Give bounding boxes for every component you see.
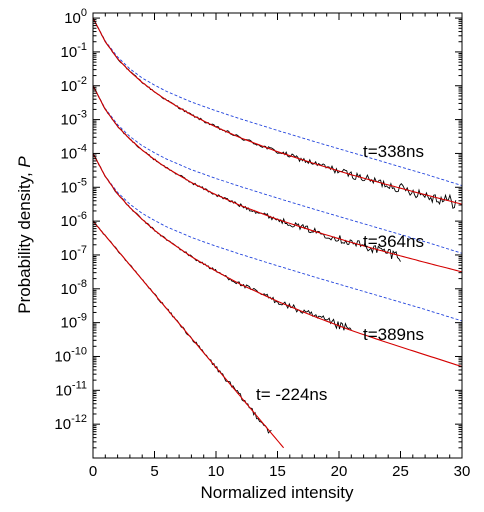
x-axis-title: Normalized intensity [200,483,354,502]
y-tick-label-base: 10 [61,78,78,95]
data-layer [93,17,462,449]
y-tick-label-base: 10 [61,145,78,162]
series-1-fit-curve [93,85,462,273]
y-tick-label-exponent: -11 [72,379,87,391]
y-tick-label-base: 10 [61,281,78,298]
y-axis-title-symbol: P [15,156,34,168]
series-label-1: t=364ns [363,232,424,251]
y-tick-label--3: 10-3 [61,109,87,129]
y-tick-label--11: 10-11 [55,379,87,399]
series-0-fit-curve [93,17,462,205]
y-tick-label-base: 10 [61,44,78,61]
y-tick-label-exponent: -6 [77,210,87,222]
x-tick-label-15: 15 [269,463,286,480]
y-tick-label-exponent: -8 [77,278,87,290]
y-tick-label--1: 10-1 [61,41,87,61]
x-tick-label-0: 0 [89,463,97,480]
y-tick-label-exponent: 0 [81,7,87,19]
y-tick-label-base: 10 [55,382,72,399]
series-labels: t=338ns t=364ns t=389ns t= -224ns [256,142,424,404]
x-tick-label-25: 25 [392,463,409,480]
y-tick-label-exponent: -5 [77,176,87,188]
y-tick-label--8: 10-8 [61,278,87,298]
x-tick-label-10: 10 [208,463,225,480]
y-tick-label-base: 10 [61,315,78,332]
y-tick-label-exponent: -12 [71,413,87,425]
y-tick-label-base: 10 [61,213,78,230]
series-3-fit-curve [93,220,285,449]
y-tick-label-base: 10 [54,348,71,365]
y-tick-label-base: 10 [54,416,71,433]
y-tick-label--5: 10-5 [61,176,87,196]
y-tick-label-exponent: -1 [77,41,87,53]
y-tick-label-base: 10 [61,112,78,129]
series-2-reference-curve [93,153,462,322]
y-tick-label-exponent: -2 [77,75,87,87]
y-tick-label-exponent: -9 [77,312,87,324]
y-tick-label-exponent: -4 [77,142,87,154]
y-tick-label-exponent: -10 [71,345,87,357]
y-tick-label--12: 10-12 [54,413,87,433]
x-tick-label-20: 20 [331,463,348,480]
y-axis-title-prefix: Probability density, [15,168,34,314]
y-tick-label-exponent: -3 [77,109,87,121]
y-tick-label--9: 10-9 [61,312,87,332]
y-tick-label-0: 100 [64,7,87,27]
series-2-fit-curve [93,153,462,368]
y-tick-label--7: 10-7 [61,244,87,264]
y-tick-label--6: 10-6 [61,210,87,230]
series-label-0: t=338ns [363,142,424,161]
y-tick-label--4: 10-4 [61,142,87,162]
y-tick-label-base: 10 [61,247,78,264]
y-tick-label--10: 10-10 [54,345,87,365]
series-1-reference-curve [93,85,462,254]
y-tick-label--2: 10-2 [61,75,87,95]
x-tick-label-30: 30 [454,463,471,480]
series-1-measured-curve [93,85,401,262]
y-tick-label-base: 10 [61,179,78,196]
series-label-3: t= -224ns [256,385,327,404]
y-axis-title: Probability density, P [15,156,34,314]
series-0-reference-curve [93,17,462,187]
x-tick-label-5: 5 [150,463,158,480]
y-tick-label-exponent: -7 [77,244,87,256]
series-0-measured-curve [93,17,457,209]
series-label-2: t=389ns [363,325,424,344]
tick-layer: 0 5 10 15 20 25 3010010-110-210-310-410-510-61… [54,7,470,480]
y-tick-label-base: 10 [64,10,81,27]
